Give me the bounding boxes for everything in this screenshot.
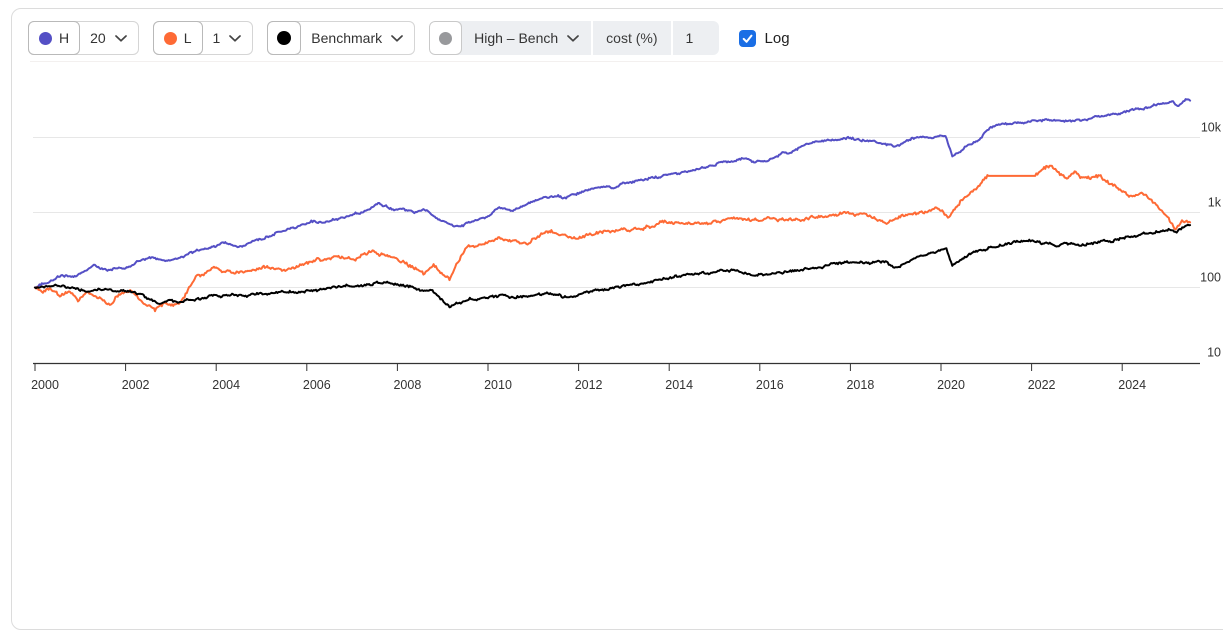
series-line-benchmark xyxy=(34,223,1192,309)
high-series-toggle[interactable]: H xyxy=(28,21,81,55)
high-minus-bench-select[interactable]: High – Bench xyxy=(462,21,591,55)
y-axis-tick-label: 10k xyxy=(1201,121,1222,135)
chevron-down-icon xyxy=(114,34,127,42)
high-window-select[interactable]: 20 xyxy=(79,22,138,54)
series-control-high-minus-bench: High – Bench cost (%) xyxy=(429,21,719,55)
series-line-low xyxy=(34,164,1192,313)
x-axis-tick-label: 2014 xyxy=(665,378,693,392)
low-series-dot-icon xyxy=(163,31,177,45)
low-window-value: 1 xyxy=(212,30,221,46)
x-axis-tick-label: 2004 xyxy=(212,378,240,392)
log-toggle: Log xyxy=(738,29,790,47)
benchmark-series-dot-icon xyxy=(277,31,292,45)
y-axis-tick-label: 10 xyxy=(1207,346,1221,360)
high-series-dot-icon xyxy=(39,31,52,45)
benchmark-series-toggle[interactable] xyxy=(267,21,302,55)
toolbar: H 20 L 1 Benchmark High – Bench xyxy=(28,21,790,55)
cost-input[interactable] xyxy=(685,30,706,46)
performance-chart[interactable]: 10k 1k 100 10 2000 2002 2004 2006 2008 2010 2012 20… xyxy=(0,0,1223,406)
chevron-down-icon xyxy=(229,34,242,42)
x-axis-tick-label: 2020 xyxy=(937,378,965,392)
toolbar-divider xyxy=(30,61,1223,62)
cost-label: cost (%) xyxy=(591,21,670,55)
benchmark-select-value: Benchmark xyxy=(311,30,383,46)
high-window-value: 20 xyxy=(90,30,106,46)
log-label: Log xyxy=(764,29,790,47)
check-icon xyxy=(742,34,752,43)
series-line-high xyxy=(34,98,1192,289)
x-axis-tick-label: 2000 xyxy=(31,378,59,392)
benchmark-select[interactable]: Benchmark xyxy=(300,22,414,54)
x-axis-tick-label: 2018 xyxy=(846,378,874,392)
x-axis-tick-label: 2008 xyxy=(393,378,421,392)
low-window-select[interactable]: 1 xyxy=(202,22,253,54)
high-minus-bench-value: High – Bench xyxy=(474,30,559,46)
x-axis-tick-label: 2012 xyxy=(575,378,603,392)
log-checkbox[interactable] xyxy=(738,29,756,47)
series-control-low: L 1 xyxy=(152,21,254,55)
x-axis-tick-label: 2016 xyxy=(756,378,784,392)
high-minus-bench-dot-icon xyxy=(439,31,453,45)
high-minus-bench-toggle[interactable] xyxy=(429,21,463,55)
series-control-high: H 20 xyxy=(28,21,139,55)
x-axis-tick-label: 2006 xyxy=(303,378,331,392)
cost-value-section xyxy=(670,21,719,55)
x-axis-tick-label: 2010 xyxy=(484,378,512,392)
x-axis-tick-label: 2022 xyxy=(1028,378,1056,392)
chevron-down-icon xyxy=(567,34,580,42)
y-axis-tick-label: 1k xyxy=(1208,196,1222,210)
high-series-letter: H xyxy=(59,30,70,46)
series-control-benchmark: Benchmark xyxy=(267,21,416,55)
x-axis-tick-label: 2002 xyxy=(122,378,150,392)
low-series-toggle[interactable]: L xyxy=(152,21,203,55)
chevron-down-icon xyxy=(391,34,403,42)
y-axis-tick-label: 100 xyxy=(1200,271,1221,285)
x-axis-tick-label: 2024 xyxy=(1118,378,1146,392)
low-series-letter: L xyxy=(183,30,192,46)
